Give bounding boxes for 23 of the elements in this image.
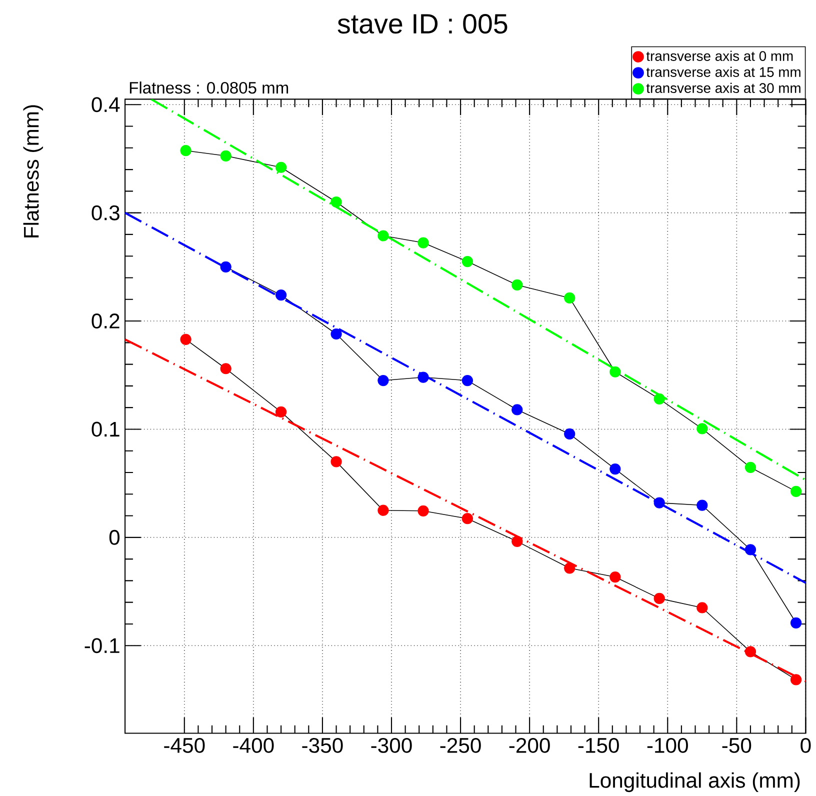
x-tick-label: -250 bbox=[440, 738, 481, 753]
x-tick-label: -350 bbox=[302, 738, 343, 753]
x-tick-label: -300 bbox=[371, 738, 412, 753]
legend-label: transverse axis at 0 mm bbox=[646, 50, 793, 61]
x-axis-title: Longitudinal axis (mm) bbox=[590, 772, 800, 792]
legend-label: transverse axis at 30 mm bbox=[646, 82, 800, 93]
y-tick-label: 0 bbox=[109, 530, 120, 545]
y-tick-label: 0.1 bbox=[92, 421, 120, 436]
x-tick-label: -400 bbox=[233, 738, 274, 753]
x-tick-label: 0 bbox=[800, 738, 811, 753]
x-tick-label: -200 bbox=[509, 738, 550, 753]
x-tick-label: -150 bbox=[578, 738, 619, 753]
y-tick-label: 0.2 bbox=[92, 313, 120, 328]
y-tick-label: 0.4 bbox=[92, 96, 120, 112]
x-tick-label: -450 bbox=[164, 738, 205, 753]
text: Flatness : 0.0805 mm bbox=[130, 81, 288, 94]
legend-label: transverse axis at 15 mm bbox=[646, 66, 800, 77]
x-tick-label: -100 bbox=[647, 738, 688, 753]
x-tick-label: -50 bbox=[722, 738, 752, 753]
chart-title: stave ID : 005 bbox=[338, 14, 508, 34]
y-axis-title: Flatness (mm) bbox=[23, 104, 43, 238]
y-tick-label: 0.3 bbox=[92, 205, 120, 220]
y-tick-label: -0.1 bbox=[84, 638, 120, 653]
